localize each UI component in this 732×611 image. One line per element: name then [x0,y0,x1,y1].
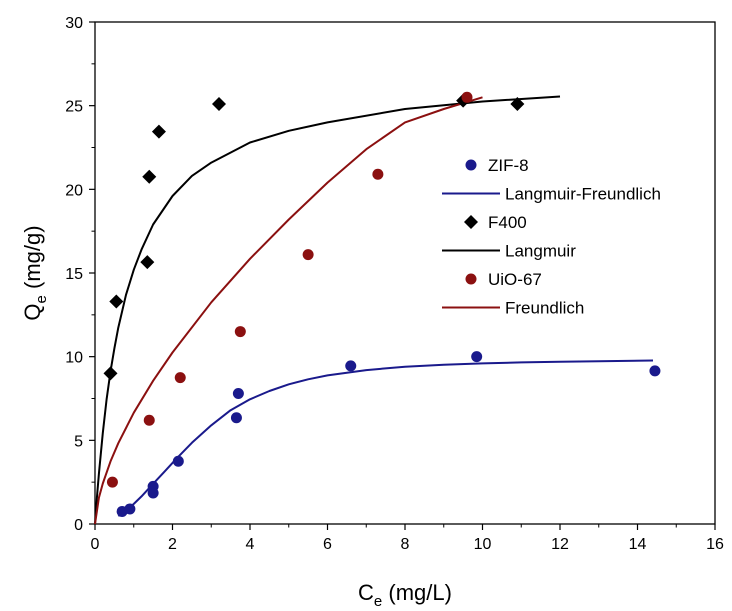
data-point-f400 [151,124,166,139]
data-point-uio-67 [174,372,186,384]
legend-swatch-uio-67 [465,273,477,285]
x-tick-label: 12 [551,536,569,553]
y-tick-label: 30 [65,15,83,32]
series-line-langmuir-freundlich [117,359,654,517]
data-point-zif-8 [147,487,159,499]
legend-label-f400: F400 [488,213,527,232]
legend-label-freundlich: Freundlich [505,299,584,318]
data-point-uio-67 [234,326,246,338]
x-tick-label: 10 [474,536,492,553]
data-point-zif-8 [230,412,242,424]
data-point-f400 [212,96,226,111]
legend-label-langmuir: Langmuir [505,242,576,261]
y-tick-label: 25 [65,99,83,116]
axis-ticks: 0 2 4 6 8 10 12 14 16 0 5 10 15 20 25 30 [65,15,724,553]
series-line-langmuir [94,95,561,525]
x-axis-title-main: C [358,580,374,605]
y-tick-label: 15 [65,266,83,283]
x-axis-title-sub: e [374,593,382,610]
data-point-f400 [510,96,525,111]
data-point-zif-8 [172,455,184,467]
x-axis-title-unit: (mg/L) [382,580,452,605]
x-tick-label: 2 [168,536,177,553]
x-tick-label: 6 [323,536,332,553]
legend-swatch-f400 [464,215,478,229]
y-tick-label: 5 [74,433,83,450]
legend-label-uio-67: UiO-67 [488,270,542,289]
data-point-uio-67 [461,91,473,103]
data-point-uio-67 [143,414,155,426]
y-axis-title-sub: e [33,295,50,303]
data-point-f400 [109,294,124,309]
legend-label-langmuir-freundlich: Langmuir-Freundlich [505,185,661,204]
legend-label-zif-8: ZIF-8 [488,156,529,175]
legend-swatch-zif-8 [465,159,477,171]
x-tick-label: 14 [629,536,647,553]
x-axis-title: Ce (mg/L) [358,580,452,610]
data-point-uio-67 [372,168,384,180]
x-tick-label: 16 [706,536,724,553]
data-point-zif-8 [124,503,136,515]
data-point-f400 [142,169,157,184]
data-points [103,91,661,517]
data-point-uio-67 [302,249,314,261]
data-point-f400 [140,255,155,270]
plot-area [94,21,716,525]
y-tick-label: 20 [65,182,83,199]
y-axis-title: Qe (mg/g) [20,225,50,320]
legend: ZIF-8 Langmuir-Freundlich F400 Langmuir UiO-… [442,156,661,318]
data-point-zif-8 [471,351,483,363]
y-tick-label: 10 [65,350,83,367]
y-axis-title-main: Q [20,303,45,320]
y-tick-label: 0 [74,517,83,534]
data-point-zif-8 [232,387,244,399]
x-tick-label: 8 [401,536,410,553]
series-line-freundlich [94,96,483,525]
x-tick-label: 0 [91,536,100,553]
data-point-zif-8 [649,365,661,377]
data-point-uio-67 [106,476,118,488]
data-point-zif-8 [345,360,357,372]
x-tick-label: 4 [246,536,255,553]
data-point-f400 [103,366,118,381]
y-axis-title-unit: (mg/g) [20,225,45,295]
